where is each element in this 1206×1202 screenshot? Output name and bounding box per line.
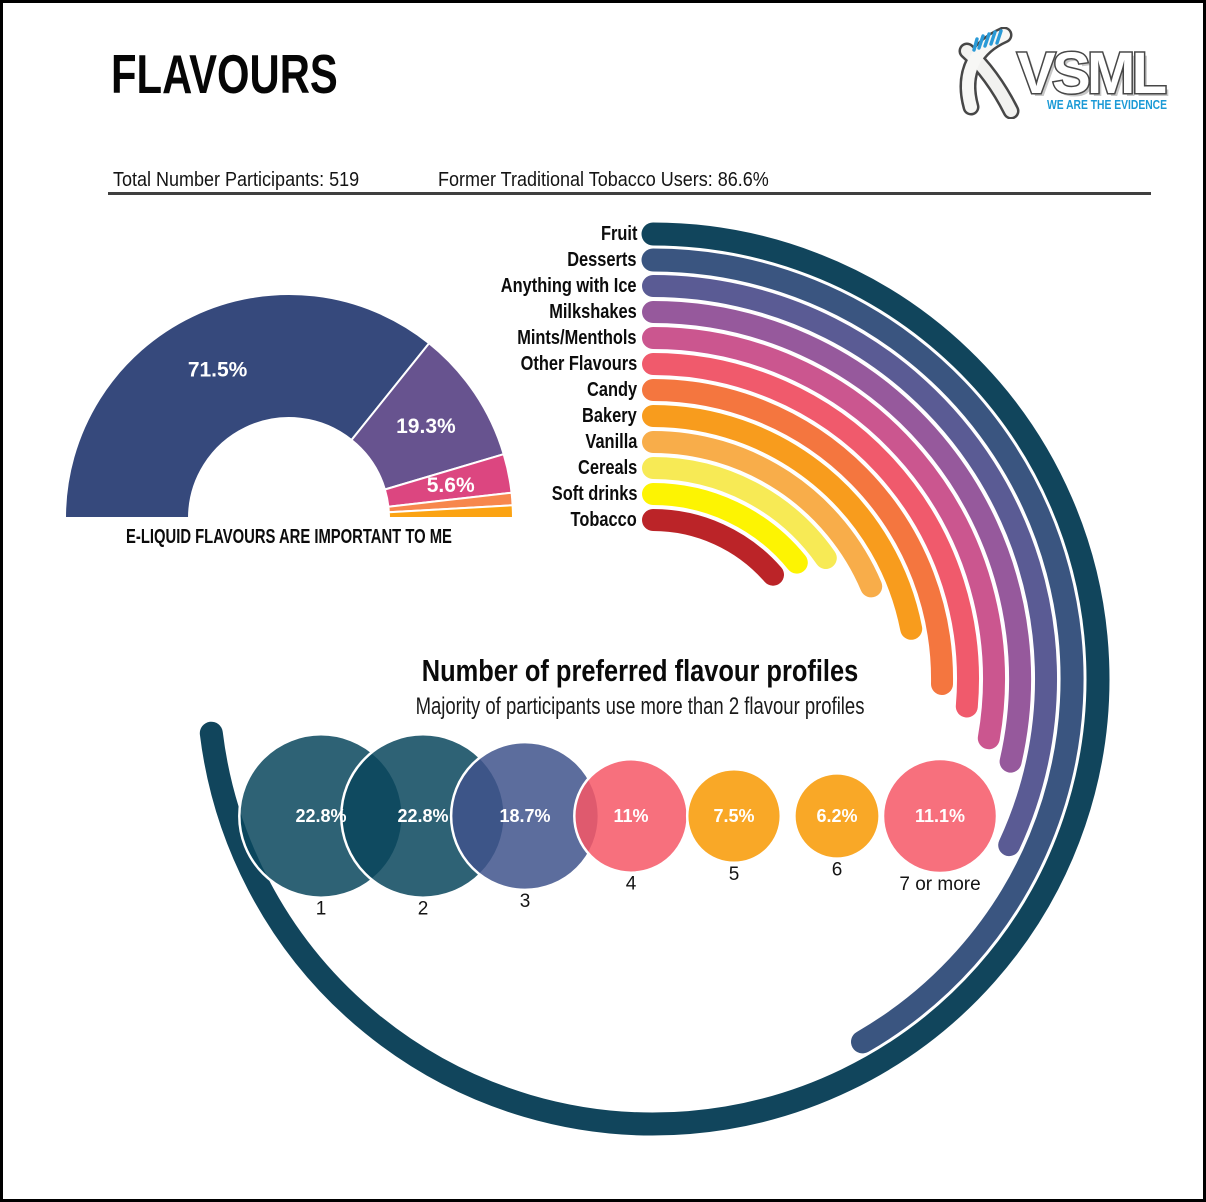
flavour-arc-milkshakes — [642, 301, 1031, 773]
bubble-chart-subtitle: Majority of participants use more than 2… — [415, 693, 865, 720]
stats-row: Total Number Participants: 519 Former Tr… — [3, 169, 1203, 195]
bubble-category-label-5: 5 — [729, 864, 740, 885]
ribbon-icon — [958, 27, 1020, 119]
brand-text-shadow: VSML — [1020, 44, 1170, 109]
bubble-value-label-5: 7.5% — [713, 806, 754, 826]
flavour-arc-label-desserts: Desserts — [567, 249, 637, 271]
flavour-arc-tobacco — [642, 509, 784, 586]
flavour-arc-label-soft-drinks: Soft drinks — [551, 483, 637, 505]
stat-total-participants: Total Number Participants: 519 — [113, 169, 360, 191]
bubble-category-label-2: 2 — [418, 899, 429, 920]
flavour-arc-label-cereals: Cereals — [577, 457, 637, 479]
donut-slice-0 — [64, 293, 431, 519]
flavour-arc-fruit — [199, 222, 1110, 1136]
flavour-arc-label-mints-menthols: Mints/Menthols — [517, 327, 637, 349]
flavour-arc-label-vanilla: Vanilla — [585, 431, 637, 453]
donut-slice-label-1: 19.3% — [396, 415, 456, 438]
bubble-value-label-1: 22.8% — [295, 806, 346, 826]
donut-slice-label-0: 71.5% — [188, 358, 248, 381]
bubble-chart-title: Number of preferred flavour profiles — [421, 653, 859, 688]
flavour-arc-soft-drinks — [642, 483, 808, 574]
donut-caption: E-LIQUID FLAVOURS ARE IMPORTANT TO ME — [126, 526, 452, 548]
vsml-logo: VSML VSML WE ARE THE EVIDENCE — [958, 27, 1170, 119]
bubble-chart-heading: Number of preferred flavour profiles Maj… — [330, 653, 950, 721]
donut-slice-label-2: 5.6% — [427, 474, 475, 497]
flavour-arc-label-candy: Candy — [586, 379, 637, 401]
flavour-arc-label-anything-with-ice: Anything with Ice — [501, 275, 637, 297]
flavour-arc-bakery — [642, 405, 923, 640]
brand-text: VSML — [1017, 41, 1167, 106]
profile-bubbles-chart: 22.8% 1 22.8% 2 18.7% 3 11% 4 7.5% 5 6.2% 6 11.1% 7 o… — [238, 733, 999, 920]
flavour-arc-label-milkshakes: Milkshakes — [549, 301, 637, 323]
page-title: FLAVOURS — [111, 43, 338, 105]
bubble-value-label-6: 6.2% — [816, 806, 857, 826]
bubble-category-label-4: 4 — [626, 874, 637, 895]
flavour-arc-label-bakery: Bakery — [582, 405, 637, 427]
stats-divider — [108, 192, 1151, 195]
flavour-arc-mints-menthols — [642, 327, 1005, 750]
bubble-category-label-1: 1 — [316, 899, 327, 920]
bubble-value-label-7-or-more: 11.1% — [915, 806, 965, 826]
donut-slice-4 — [387, 504, 514, 519]
stat-former-tobacco-users: Former Traditional Tobacco Users: 86.6% — [438, 169, 769, 191]
charts-svg: 71.5% 19.3% 5.6% 22.8% 1 22.8% 2 18.7% 3 11% 4 7.5… — [64, 222, 1110, 1136]
flavour-arc-labels: Fruit Desserts Anything with Ice Milkshakes… — [137, 3, 637, 703]
flavour-arc-label-fruit: Fruit — [600, 223, 637, 245]
radial-arc-chart — [199, 222, 1110, 1136]
bubble-category-label-7-or-more: 7 or more — [899, 874, 980, 895]
flavour-arc-cereals — [642, 457, 837, 569]
bubble-value-label-3: 18.7% — [499, 806, 550, 826]
bubble-5 — [685, 767, 783, 865]
flavour-arc-label-other-flavours: Other Flavours — [520, 353, 637, 375]
bubble-value-label-2: 22.8% — [397, 806, 448, 826]
flavour-arc-label-tobacco: Tobacco — [570, 509, 637, 531]
bubble-category-label-3: 3 — [520, 891, 531, 912]
bubble-value-label-4: 11% — [613, 806, 648, 826]
flavour-arc-anything-with-ice — [642, 275, 1057, 857]
ribbon-stripes — [972, 29, 1003, 52]
flavour-arc-vanilla — [642, 431, 883, 598]
flavour-arc-other-flavours — [642, 353, 979, 718]
bubble-category-label-6: 6 — [832, 860, 843, 881]
brand-tagline: WE ARE THE EVIDENCE — [1047, 97, 1167, 112]
bubble-6 — [793, 772, 881, 860]
bubble-7-or-more — [881, 757, 999, 875]
flavour-arc-candy — [642, 379, 954, 695]
importance-donut-chart: 71.5% 19.3% 5.6% — [64, 293, 514, 519]
flavour-arc-desserts — [641, 248, 1084, 1054]
